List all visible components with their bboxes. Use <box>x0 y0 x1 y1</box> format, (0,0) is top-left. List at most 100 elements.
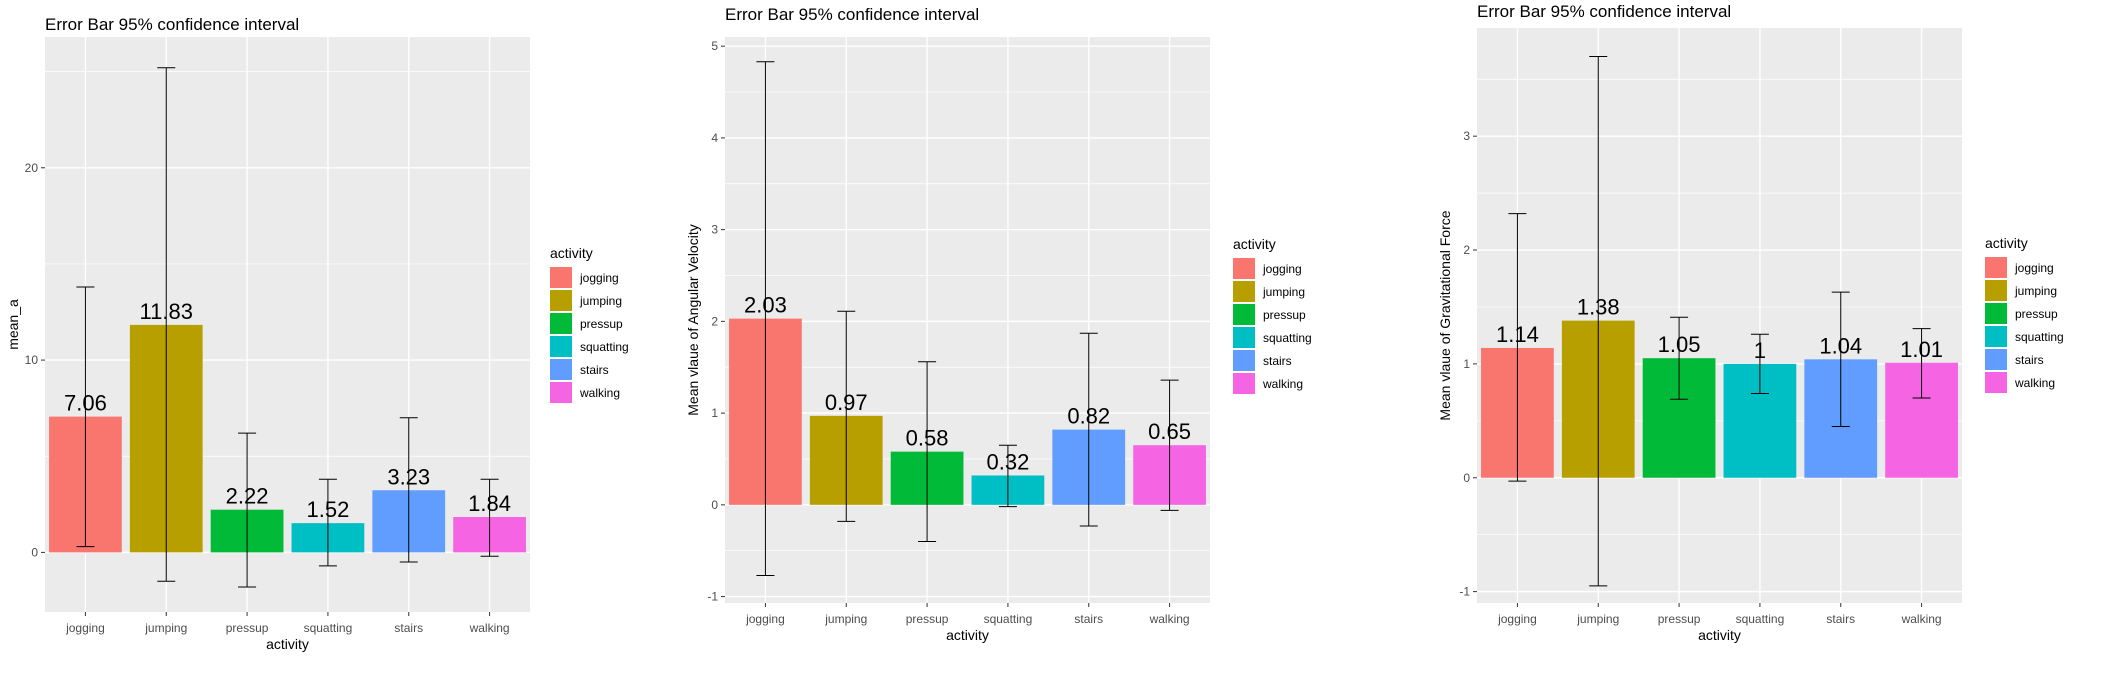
y-tick-label: 1 <box>711 406 718 420</box>
legend-label-jumping: jumping <box>2014 284 2057 298</box>
error-bar-walking <box>1160 379 1179 511</box>
error-bar-stairs <box>399 417 418 563</box>
x-tick-label-stairs: stairs <box>1826 612 1855 626</box>
value-label-stairs: 3.23 <box>387 464 430 489</box>
legend-key-stairs <box>1985 349 2007 370</box>
legend-key-squatting <box>1985 326 2007 347</box>
legend-label-jumping: jumping <box>1262 285 1305 299</box>
value-label-stairs: 1.04 <box>1819 333 1862 358</box>
value-label-walking: 1.01 <box>1900 337 1943 362</box>
legend-label-walking: walking <box>1262 377 1303 391</box>
x-tick-label-pressup: pressup <box>906 612 949 626</box>
legend-title: activity <box>1985 235 2028 251</box>
legend-key-stairs <box>550 359 572 380</box>
value-label-jumping: 11.83 <box>140 299 193 324</box>
error-bar-walking <box>480 478 499 557</box>
value-label-pressup: 0.58 <box>906 426 949 451</box>
error-bar-jumping <box>1589 55 1608 587</box>
error-bar-jogging <box>1508 213 1527 482</box>
x-tick-label-pressup: pressup <box>1658 612 1701 626</box>
legend-title: activity <box>550 245 593 261</box>
legend-label-squatting: squatting <box>2015 330 2064 344</box>
chart-panel-1: 7.06 11.83 2.22 1.52 3.23 1.84 0 10 20 jogging jum… <box>5 15 629 652</box>
y-tick-label: 3 <box>1463 129 1470 143</box>
legend-key-jumping <box>1985 280 2007 301</box>
error-bar-pressup <box>238 432 257 588</box>
legend-key-pressup <box>1233 304 1255 325</box>
x-tick-label-squatting: squatting <box>1736 612 1785 626</box>
error-bar-squatting <box>318 478 337 567</box>
legend-label-pressup: pressup <box>1263 308 1306 322</box>
x-tick-label-stairs: stairs <box>394 621 423 635</box>
legend-key-jogging <box>1233 258 1255 279</box>
legend-key-pressup <box>550 313 572 334</box>
chart-title: Error Bar 95% confidence interval <box>45 15 299 34</box>
legend-title: activity <box>1233 236 1276 252</box>
value-label-jumping: 0.97 <box>825 390 868 415</box>
value-label-jogging: 2.03 <box>744 293 787 318</box>
x-tick-label-jumping: jumping <box>1576 612 1619 626</box>
legend-key-jogging <box>1985 257 2007 278</box>
legend-label-pressup: pressup <box>580 317 623 331</box>
legend: activity jogging jumping pressup squatting st… <box>1985 235 2064 393</box>
y-axis-title: Mean vlaue of Gravitational Force <box>1437 210 1453 420</box>
y-tick-label: 20 <box>25 161 39 175</box>
value-label-pressup: 1.05 <box>1658 332 1701 357</box>
y-tick-label: 4 <box>711 131 718 145</box>
legend-key-stairs <box>1233 350 1255 371</box>
legend-label-stairs: stairs <box>580 363 609 377</box>
legend-label-squatting: squatting <box>580 340 629 354</box>
x-axis-title: activity <box>266 636 309 652</box>
value-label-stairs: 0.82 <box>1067 404 1110 429</box>
x-tick-label-walking: walking <box>469 621 510 635</box>
legend-label-jumping: jumping <box>579 294 622 308</box>
error-bar-walking <box>1912 328 1931 399</box>
value-label-squatting: 1.52 <box>307 497 350 522</box>
value-label-jogging: 7.06 <box>64 391 107 416</box>
y-axis-title: mean_a <box>5 299 21 350</box>
error-bar-stairs <box>1831 291 1850 428</box>
legend-key-jumping <box>1233 281 1255 302</box>
x-axis-title: activity <box>946 627 989 643</box>
y-tick-label: 10 <box>25 353 39 367</box>
legend-key-jogging <box>550 267 572 288</box>
error-bar-jumping <box>837 310 856 522</box>
x-tick-label-walking: walking <box>1901 612 1942 626</box>
legend-key-squatting <box>1233 327 1255 348</box>
legend-key-jumping <box>550 290 572 311</box>
error-bar-squatting <box>1750 333 1769 394</box>
x-tick-label-jogging: jogging <box>1497 612 1537 626</box>
error-bar-pressup <box>1670 316 1689 400</box>
legend: activity jogging jumping pressup squatting st… <box>550 245 629 403</box>
x-tick-label-jogging: jogging <box>745 612 785 626</box>
x-tick-label-squatting: squatting <box>304 621 353 635</box>
y-tick-label: 1 <box>1463 357 1470 371</box>
error-bar-squatting <box>998 444 1017 508</box>
legend-label-jogging: jogging <box>2014 261 2054 275</box>
y-tick-label: -1 <box>1459 585 1470 599</box>
y-tick-label: 0 <box>711 498 718 512</box>
value-label-jumping: 1.38 <box>1577 295 1620 320</box>
legend-key-walking <box>550 382 572 403</box>
legend-label-squatting: squatting <box>1263 331 1312 345</box>
chart-panel-2: 2.03 0.97 0.58 0.32 0.82 0.65 -1 0 1 2 3 4 5 jogging j… <box>685 5 1312 643</box>
value-label-walking: 0.65 <box>1148 419 1191 444</box>
legend-key-walking <box>1985 372 2007 393</box>
value-label-squatting: 0.32 <box>987 449 1030 474</box>
legend-key-squatting <box>550 336 572 357</box>
x-tick-label-stairs: stairs <box>1074 612 1103 626</box>
y-tick-label: 0 <box>1463 471 1470 485</box>
chart-title: Error Bar 95% confidence interval <box>1477 2 1731 21</box>
plot-background <box>725 37 1210 603</box>
y-tick-label: 2 <box>1463 243 1470 257</box>
legend-key-walking <box>1233 373 1255 394</box>
value-label-walking: 1.84 <box>468 491 511 516</box>
legend-label-stairs: stairs <box>2015 353 2044 367</box>
legend-label-walking: walking <box>579 386 620 400</box>
error-bar-stairs <box>1079 332 1098 527</box>
x-tick-label-squatting: squatting <box>984 612 1033 626</box>
plot-background <box>1477 28 1962 603</box>
legend: activity jogging jumping pressup squatting st… <box>1233 236 1312 394</box>
value-label-squatting: 1 <box>1754 338 1766 363</box>
